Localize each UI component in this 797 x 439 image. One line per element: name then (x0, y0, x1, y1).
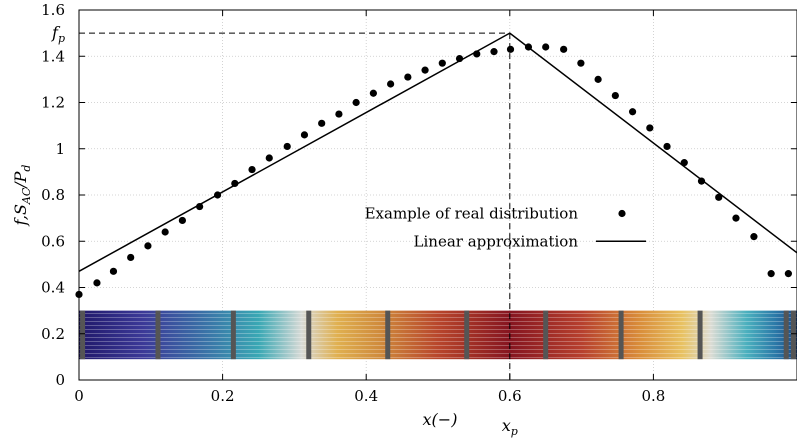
y-tick-label: 1.6 (41, 1, 65, 19)
y-axis-title: f,SAC/Pd (11, 165, 33, 227)
color-strip-separator (618, 310, 624, 360)
y-tick-label: 1.4 (41, 47, 65, 65)
y-axis-title-base: f,S (11, 204, 30, 226)
y-tick-label: 1 (55, 140, 65, 158)
peak-position-label: xp (502, 416, 518, 438)
legend-label-linear-approximation: Linear approximation (414, 232, 579, 250)
peak-value-label-sub: p (58, 32, 65, 45)
color-strip-separator (697, 310, 703, 360)
peak-value-label-base: f (51, 23, 61, 42)
series-real-distribution-point (663, 142, 671, 151)
series-real-distribution-point (248, 165, 256, 174)
x-tick-label: 0.2 (211, 387, 235, 405)
series-real-distribution-point (628, 108, 637, 116)
y-axis-title-sub2: d (20, 165, 33, 172)
y-tick-label: 0.6 (41, 232, 65, 250)
series-real-distribution-point (542, 43, 550, 51)
series-real-distribution-point (404, 73, 412, 81)
y-tick-label: 1.2 (41, 94, 65, 112)
series-real-distribution-point (750, 233, 758, 241)
peak-guide-lines (79, 32, 511, 380)
series-real-distribution-point (387, 80, 395, 88)
y-tick-label: 0 (55, 371, 65, 389)
color-strip-separator (464, 310, 470, 360)
peak-position-label-sub: p (511, 425, 518, 438)
series-real-distribution-point (732, 214, 740, 222)
color-strip (79, 310, 797, 360)
axis-labels: x(−) f,SAC/Pd fp xp (11, 23, 518, 438)
series-real-distribution-point (594, 75, 602, 83)
series-real-distribution-point (611, 91, 619, 100)
series-linear-approximation-line (78, 32, 797, 272)
series-real-distribution-point (283, 142, 291, 151)
color-strip-separator (385, 310, 391, 360)
series-real-distribution-point (506, 45, 515, 53)
series-real-distribution-point (438, 59, 446, 67)
series-real-distribution-point (369, 89, 377, 97)
series-real-distribution-point (144, 242, 152, 250)
series-real-distribution-point (767, 270, 775, 278)
series-real-distribution-point (560, 45, 568, 53)
color-strip-separator (155, 310, 161, 360)
series-real-distribution-point (93, 279, 101, 287)
legend-marker-real-distribution (618, 209, 626, 218)
x-tick-label: 0.6 (498, 387, 522, 405)
peak-value-label: fp (51, 23, 65, 45)
legend-label-real-distribution: Example of real distribution (365, 205, 579, 223)
peak-position-label-base: x (502, 416, 511, 435)
x-tick-label: 0 (74, 387, 84, 405)
data-series (75, 32, 797, 299)
x-tick-label: 0.4 (354, 387, 378, 405)
y-axis-title-mid: /P (11, 171, 30, 189)
y-tick-label: 0.4 (41, 279, 65, 297)
color-strip-separator (306, 310, 312, 360)
x-axis-title: x(−) (423, 410, 458, 429)
series-real-distribution-point (784, 270, 792, 278)
series-real-distribution-point (265, 154, 273, 162)
series-real-distribution-point (300, 131, 309, 139)
series-real-distribution-point (715, 193, 723, 201)
x-tick-label: 0.8 (641, 387, 665, 405)
series-real-distribution-point (109, 267, 118, 275)
series-real-distribution-point (318, 119, 326, 127)
series-real-distribution-point (421, 66, 429, 74)
axis-ticks: 0 0.2 0.4 0.6 0.8 0 0.2 0.4 0.6 0.8 1 1.2 1.4 1.6 (41, 1, 797, 405)
legend: Example of real distribution Linear appr… (365, 205, 646, 250)
series-real-distribution-point (646, 124, 654, 132)
color-strip-separator (543, 310, 549, 360)
series-real-distribution-point (231, 179, 239, 188)
series-real-distribution-point (490, 48, 498, 56)
y-tick-label: 0.2 (41, 325, 65, 343)
color-strip-band (79, 310, 797, 360)
color-strip-separator (783, 310, 789, 360)
series-real-distribution-point (352, 98, 360, 107)
color-strip-separator (80, 310, 86, 360)
series-real-distribution-point (335, 110, 343, 118)
y-tick-label: 0.8 (41, 186, 65, 204)
series-real-distribution-point (127, 253, 135, 262)
color-strip-separator (230, 310, 236, 360)
series-real-distribution-point (577, 59, 585, 67)
series-real-distribution-point (178, 216, 186, 225)
color-strip-separator (790, 310, 796, 360)
series-real-distribution-point (161, 228, 169, 236)
y-axis-title-sub1: AC (20, 187, 33, 205)
